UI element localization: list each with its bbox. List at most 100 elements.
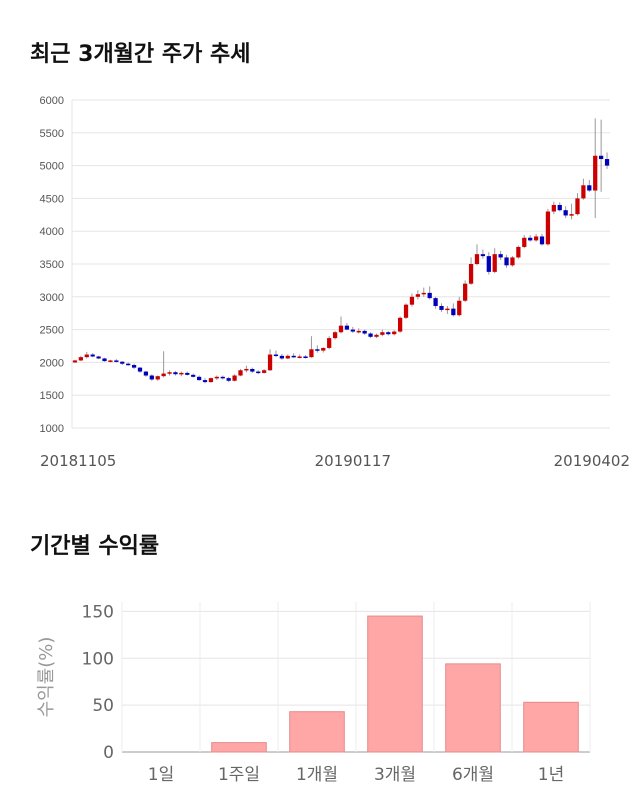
- candle-body: [368, 333, 373, 337]
- bar-1: [211, 742, 267, 753]
- candle-body: [344, 325, 350, 330]
- candle-body: [102, 358, 107, 362]
- candle-body: [155, 376, 160, 380]
- candle-body: [604, 159, 610, 166]
- returns-bar-chart: 0 50 100 150 수익률(%) 1일 1주일 1개월 3개월 6개월 1년: [36, 602, 591, 785]
- candle-body: [297, 356, 302, 358]
- x-tick-label: 20190117: [315, 452, 391, 470]
- y-tick-label: 150: [82, 602, 114, 622]
- candle-body: [90, 354, 95, 357]
- candle-body: [220, 376, 225, 379]
- candle-body: [309, 349, 314, 358]
- y-tick-label: 2000: [40, 357, 64, 369]
- candle-body: [427, 292, 432, 299]
- candle-body: [445, 308, 450, 311]
- y-tick-label: 4000: [40, 226, 64, 238]
- candle-body: [267, 354, 273, 371]
- candle-body: [569, 214, 574, 216]
- candle-body: [256, 371, 261, 374]
- candle-body: [362, 330, 367, 334]
- candle-body: [291, 355, 296, 358]
- candle-body: [374, 334, 379, 337]
- candle-body: [167, 372, 172, 374]
- candle-body: [403, 304, 409, 318]
- y-tick-label: 1500: [40, 390, 64, 402]
- returns-chart-title: 기간별 수익률: [30, 534, 160, 559]
- y-tick-label: 2500: [40, 325, 64, 337]
- candle-body: [587, 185, 592, 191]
- y-tick-label: 1000: [40, 423, 64, 435]
- candle-body: [380, 332, 385, 335]
- candle-body: [238, 370, 243, 376]
- y-tick-label: 6000: [40, 95, 64, 107]
- x-tick-label: 20181105: [40, 452, 116, 470]
- candle-body: [161, 373, 166, 377]
- candle-body: [356, 330, 361, 333]
- candle-body: [486, 256, 491, 272]
- candle-body: [114, 360, 119, 362]
- candle-body: [226, 378, 231, 381]
- y-tick-label: 0: [103, 743, 114, 763]
- candle-body: [492, 254, 497, 272]
- candle-body: [433, 298, 438, 306]
- candle-body: [563, 210, 568, 216]
- candle-body: [179, 372, 184, 375]
- candle-body: [533, 236, 539, 241]
- candle-body: [409, 296, 415, 305]
- y-tick-label: 4500: [40, 193, 64, 205]
- candle-body: [575, 198, 580, 215]
- candle-body: [196, 376, 202, 381]
- x-category-label: 1일: [148, 765, 174, 785]
- candle-body: [528, 237, 533, 241]
- y-tick-label: 3000: [40, 292, 64, 304]
- candle-body: [415, 294, 420, 297]
- candle-body: [279, 355, 285, 359]
- candle-body: [321, 347, 326, 351]
- candle-body: [522, 237, 527, 247]
- candle-body: [202, 380, 208, 383]
- x-category-label: 1년: [538, 765, 564, 785]
- candle-body: [545, 211, 551, 245]
- candle-body: [539, 236, 545, 245]
- candle-body: [480, 254, 486, 257]
- y-tick-label: 100: [82, 649, 114, 669]
- y-tick-label: 50: [92, 696, 114, 716]
- x-category-label: 1주일: [218, 765, 260, 785]
- candle-body: [463, 283, 468, 301]
- candle-body: [451, 308, 456, 316]
- candle-body: [208, 378, 214, 383]
- candle-body: [439, 305, 444, 310]
- candle-body: [149, 375, 154, 380]
- x-category-label: 3개월: [374, 765, 416, 785]
- candle-body: [285, 355, 290, 359]
- candle-body: [581, 185, 586, 199]
- candle-body: [421, 292, 426, 295]
- candle-body: [327, 338, 332, 348]
- bar-5: [523, 701, 579, 753]
- y-tick-label: 3500: [40, 259, 64, 271]
- candle-body: [137, 367, 143, 372]
- candle-body: [468, 264, 474, 284]
- price-chart-title: 최근 3개월간 주가 추세: [30, 42, 251, 67]
- candle-body: [191, 374, 196, 377]
- candle-body: [599, 155, 604, 160]
- candle-body: [516, 246, 521, 258]
- candle-body: [96, 356, 101, 359]
- x-category-label: 6개월: [452, 765, 494, 785]
- candle-body: [332, 332, 338, 339]
- candle-body: [498, 254, 503, 258]
- candle-body: [143, 371, 149, 376]
- candle-body: [551, 204, 556, 212]
- candle-body: [262, 370, 267, 373]
- bar-3: [367, 615, 423, 753]
- candle-body: [244, 368, 249, 371]
- y-tick-label: 5500: [40, 128, 64, 140]
- candle-body: [303, 356, 308, 358]
- candle-body: [315, 349, 320, 351]
- bar-2: [289, 711, 345, 753]
- candle-body: [386, 332, 391, 335]
- candle-body: [78, 357, 83, 361]
- candle-body: [510, 257, 515, 266]
- candle-body: [338, 325, 344, 333]
- candle-body: [131, 365, 137, 368]
